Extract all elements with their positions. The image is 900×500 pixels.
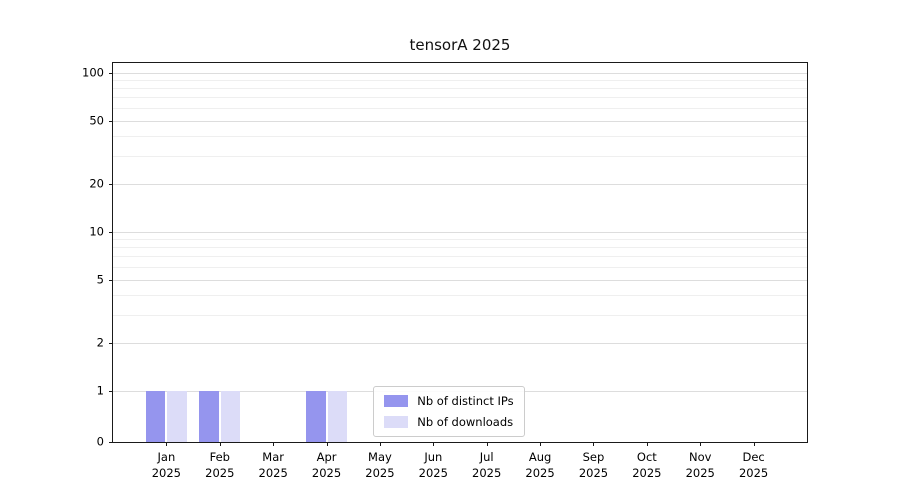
x-tick-mark (219, 442, 221, 446)
x-tick-label: Jan 2025 (152, 449, 181, 481)
major-gridline (113, 279, 807, 281)
legend-entry-label: Nb of distinct IPs (417, 394, 514, 408)
minor-gridline (113, 267, 807, 269)
bar-distinct-ips (306, 390, 326, 442)
x-tick-month: Dec (742, 450, 765, 464)
x-tick-mark (166, 442, 168, 446)
x-tick-label: Sep 2025 (579, 449, 608, 481)
x-tick-month: Aug (528, 450, 552, 464)
y-tick-label: 100 (82, 65, 104, 80)
plot-area: Nb of distinct IPs Nb of downloads 0 1 2 5 10… (82, 62, 808, 480)
minor-gridline (113, 108, 807, 110)
x-tick-year: 2025 (632, 466, 662, 481)
major-gridline (113, 72, 807, 74)
x-tick-year: 2025 (151, 466, 182, 481)
y-tick-mark (109, 72, 113, 74)
x-tick-year: 2025 (365, 466, 395, 481)
x-tick-year: 2025 (578, 466, 609, 481)
x-tick-label: May 2025 (365, 449, 394, 481)
y-tick-label: 0 (96, 434, 104, 449)
x-tick-year: 2025 (205, 466, 235, 481)
x-tick-year: 2025 (525, 466, 555, 481)
bar-distinct-ips (199, 390, 219, 442)
x-tick-mark (486, 442, 488, 446)
minor-gridline (113, 80, 807, 82)
x-tick-mark (326, 442, 328, 446)
legend-entry: Nb of downloads (384, 415, 513, 429)
legend-entry: Nb of distinct IPs (384, 394, 514, 408)
x-tick-year: 2025 (685, 466, 715, 481)
x-tick-month: Sep (582, 450, 605, 464)
major-gridline (113, 183, 807, 185)
legend-swatch (384, 395, 409, 407)
y-tick-mark (109, 390, 113, 392)
minor-gridline (113, 295, 807, 297)
y-tick-label: 2 (96, 335, 104, 350)
x-tick-month: Apr (316, 450, 337, 464)
x-tick-mark (593, 442, 595, 446)
y-tick-label: 10 (89, 224, 104, 239)
minor-gridline (113, 239, 807, 241)
x-tick-month: Nov (688, 450, 712, 464)
x-tick-label: Dec 2025 (739, 449, 768, 481)
x-tick-month: May (368, 450, 392, 464)
y-tick-mark (109, 279, 113, 281)
x-tick-label: Oct 2025 (632, 449, 661, 481)
minor-gridline (113, 88, 807, 90)
minor-gridline (113, 97, 807, 99)
x-tick-month: Oct (636, 450, 657, 464)
major-gridline (113, 231, 807, 233)
y-tick-mark (109, 231, 113, 233)
x-tick-label: Nov 2025 (686, 449, 715, 481)
x-tick-label: Feb 2025 (205, 449, 234, 481)
major-gridline (113, 120, 807, 122)
bar-downloads (327, 390, 347, 442)
chart-title: tensorA 2025 (409, 36, 511, 54)
bar-downloads (167, 390, 187, 442)
x-tick-year: 2025 (738, 466, 769, 481)
x-tick-mark (433, 442, 435, 446)
x-tick-month: Mar (262, 450, 284, 464)
y-tick-label: 1 (96, 383, 104, 398)
y-tick-label: 50 (89, 112, 104, 127)
minor-gridline (113, 256, 807, 258)
x-tick-year: 2025 (472, 466, 502, 481)
x-tick-month: Jan (157, 450, 176, 464)
y-tick-mark (109, 342, 113, 344)
legend-entry-label: Nb of downloads (417, 415, 514, 429)
minor-gridline (113, 247, 807, 249)
legend-swatch (384, 416, 409, 428)
x-tick-mark (700, 442, 702, 446)
x-tick-month: Jun (424, 450, 443, 464)
x-tick-month: Jul (479, 450, 494, 464)
x-tick-month: Feb (209, 450, 230, 464)
bar-downloads (220, 390, 241, 442)
x-tick-label: Jul 2025 (472, 449, 501, 481)
minor-gridline (113, 155, 807, 157)
x-tick-mark (273, 442, 275, 446)
x-tick-mark (646, 442, 648, 446)
x-tick-mark (379, 442, 381, 446)
x-tick-mark (540, 442, 542, 446)
major-gridline (113, 342, 807, 344)
bar-distinct-ips (146, 390, 166, 442)
x-tick-label: Aug 2025 (525, 449, 554, 481)
x-tick-label: Jun 2025 (419, 449, 448, 481)
x-tick-label: Apr 2025 (312, 449, 341, 481)
x-tick-year: 2025 (418, 466, 448, 481)
legend: Nb of distinct IPs Nb of downloads (373, 386, 525, 437)
y-tick-label: 5 (96, 271, 104, 286)
x-tick-label: Mar 2025 (259, 449, 288, 481)
minor-gridline (113, 314, 807, 316)
y-tick-mark (109, 183, 113, 185)
y-tick-mark (109, 120, 113, 122)
x-tick-year: 2025 (311, 466, 342, 481)
x-tick-year: 2025 (258, 466, 288, 481)
x-tick-mark (753, 442, 755, 446)
y-tick-mark (109, 442, 113, 443)
minor-gridline (113, 136, 807, 138)
y-tick-label: 20 (89, 176, 104, 191)
